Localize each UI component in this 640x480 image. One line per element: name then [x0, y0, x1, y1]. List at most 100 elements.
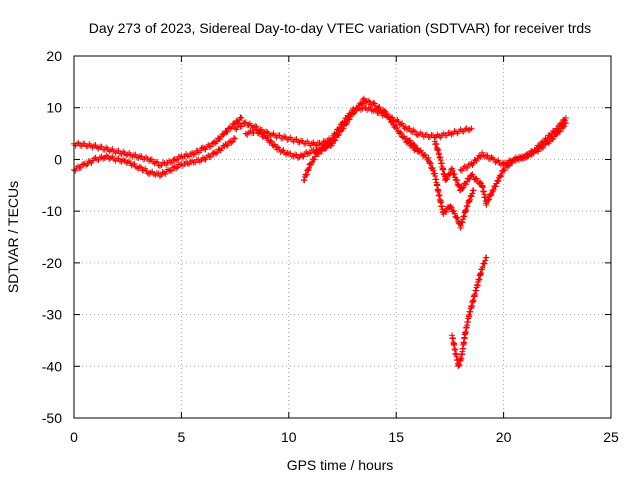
data-point	[301, 177, 308, 184]
data-point	[160, 169, 167, 176]
data-point	[537, 143, 544, 150]
data-point	[406, 125, 413, 132]
data-point	[326, 141, 333, 148]
data-point	[238, 115, 245, 122]
y-tick-label: -10	[42, 203, 62, 219]
data-point	[470, 187, 477, 194]
data-point	[328, 138, 335, 145]
data-point	[202, 156, 209, 163]
data-point	[453, 177, 460, 184]
data-point	[343, 121, 350, 128]
data-point	[197, 147, 204, 154]
data-point	[72, 167, 79, 174]
y-tick-label: 0	[54, 151, 62, 167]
data-point	[411, 141, 418, 148]
data-point	[552, 128, 559, 135]
data-point	[207, 153, 214, 160]
data-point	[207, 143, 214, 150]
data-point	[138, 164, 145, 171]
data-point	[156, 162, 163, 169]
data-point	[495, 177, 502, 184]
x-tick-label: 10	[281, 429, 297, 445]
data-point	[484, 152, 491, 159]
data-point	[427, 160, 434, 167]
data-point	[459, 185, 466, 192]
data-point	[483, 254, 490, 261]
data-point	[450, 207, 457, 214]
data-point	[460, 184, 467, 191]
data-point	[136, 163, 143, 170]
data-point	[458, 167, 465, 174]
data-point	[152, 158, 159, 165]
data-point	[469, 190, 476, 197]
data-point	[550, 136, 557, 143]
data-point	[237, 114, 244, 121]
data-point	[230, 135, 237, 142]
data-point	[495, 157, 502, 164]
data-point	[467, 196, 474, 203]
y-tick-label: 10	[46, 100, 62, 116]
data-point	[451, 210, 458, 217]
data-point	[240, 120, 247, 127]
data-point	[479, 264, 486, 271]
data-point	[224, 128, 231, 135]
data-point	[389, 118, 396, 125]
data-point	[217, 136, 224, 143]
data-point	[340, 125, 347, 132]
data-point	[473, 158, 480, 165]
data-point	[422, 151, 429, 158]
data-point	[455, 182, 462, 189]
data-point	[430, 167, 437, 174]
data-point	[355, 105, 362, 112]
data-point	[504, 160, 511, 167]
data-point	[383, 110, 390, 117]
data-point	[376, 104, 383, 111]
data-point	[414, 145, 421, 152]
data-point	[311, 156, 318, 163]
data-point	[173, 157, 180, 164]
data-point	[547, 133, 554, 140]
data-point	[483, 201, 490, 208]
data-point	[304, 166, 311, 173]
x-tick-label: 25	[603, 429, 619, 445]
data-point	[307, 149, 314, 156]
data-point	[346, 116, 353, 123]
data-point	[131, 160, 138, 167]
data-point	[303, 172, 310, 179]
data-point	[509, 157, 516, 164]
data-point	[280, 147, 287, 154]
data-point	[479, 149, 486, 156]
data-point	[398, 130, 405, 137]
data-point	[454, 214, 461, 221]
data-point	[463, 181, 470, 188]
data-points	[71, 95, 569, 370]
data-point	[358, 101, 365, 108]
data-point	[174, 156, 181, 163]
data-point	[360, 95, 367, 102]
data-point	[369, 101, 376, 108]
data-point	[242, 119, 249, 126]
data-point	[156, 173, 163, 180]
data-point	[476, 179, 483, 186]
data-point	[443, 208, 450, 215]
x-tick-label: 15	[388, 429, 404, 445]
data-point	[522, 155, 529, 162]
data-point	[202, 146, 209, 153]
data-point	[448, 166, 455, 173]
data-point	[468, 193, 475, 200]
data-point	[296, 154, 303, 161]
data-point	[101, 155, 108, 162]
data-point	[169, 159, 176, 166]
y-axis-label: SDTVAR / TECUs	[5, 181, 21, 293]
data-point	[238, 123, 245, 130]
data-point	[386, 113, 393, 120]
data-point	[140, 167, 147, 174]
data-point	[464, 203, 471, 210]
data-point	[497, 172, 504, 179]
data-point	[411, 128, 418, 135]
data-point	[77, 164, 84, 171]
data-point	[555, 125, 562, 132]
y-tick-label: 20	[46, 48, 62, 64]
data-point	[144, 170, 151, 177]
